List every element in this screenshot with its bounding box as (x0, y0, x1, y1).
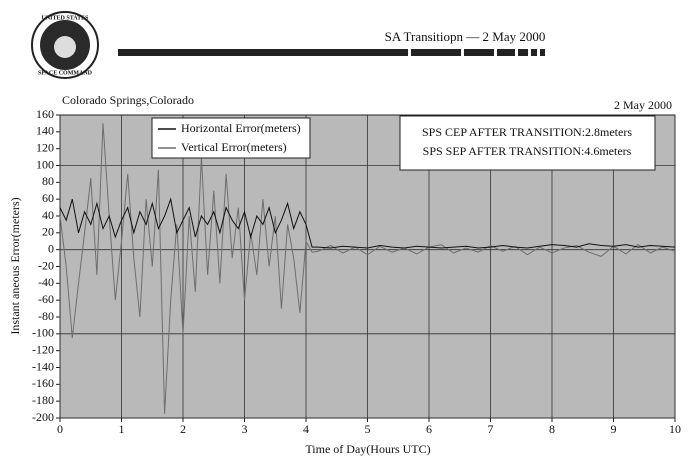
y-tick-label: -160 (32, 376, 54, 390)
y-tick-label: -40 (38, 275, 54, 289)
y-tick-label: 80 (42, 174, 54, 188)
x-tick-label: 9 (611, 422, 617, 436)
y-tick-label: 140 (36, 124, 54, 138)
y-tick-label: 20 (42, 225, 54, 239)
x-tick-label: 2 (180, 422, 186, 436)
y-tick-label: -120 (32, 342, 54, 356)
y-tick-label: -200 (32, 410, 54, 424)
x-tick-label: 5 (365, 422, 371, 436)
annotation: SPS CEP AFTER TRANSITION:2.8meters (422, 125, 632, 139)
x-tick-label: 1 (119, 422, 125, 436)
logo-text: SPACE COMMAND (38, 70, 93, 76)
x-tick-label: 4 (303, 422, 309, 436)
y-tick-label: -60 (38, 292, 54, 306)
legend-label: Horizontal Error(meters) (181, 121, 301, 135)
location: Colorado Springs,Colorado (62, 93, 194, 107)
y-tick-label: 100 (36, 157, 54, 171)
x-tick-label: 10 (669, 422, 681, 436)
x-tick-label: 7 (488, 422, 494, 436)
y-tick-label: -20 (38, 258, 54, 272)
series-line (59, 197, 676, 249)
header-bar (118, 49, 545, 56)
annotation-box (399, 115, 656, 171)
y-tick-label: -140 (32, 359, 54, 373)
x-tick-label: 0 (57, 422, 63, 436)
annotation: SPS SEP AFTER TRANSITION:4.6meters (423, 144, 632, 158)
y-tick-label: -180 (32, 393, 54, 407)
x-tick-label: 3 (242, 422, 248, 436)
logo-text: UNITED STATES (42, 15, 90, 21)
y-tick-label: 160 (36, 107, 54, 121)
y-tick-label: 60 (42, 191, 54, 205)
date: 2 May 2000 (614, 98, 672, 112)
y-tick-label: -80 (38, 309, 54, 323)
legend-box (151, 117, 311, 159)
legend-label: Vertical Error(meters) (181, 140, 287, 154)
x-axis-label: Time of Day(Hours UTC) (305, 442, 430, 456)
y-tick-label: -100 (32, 326, 54, 340)
y-tick-label: 120 (36, 140, 54, 154)
header-title: SA Transitiopn — 2 May 2000 (385, 29, 546, 44)
y-tick-label: 0 (48, 241, 54, 255)
x-tick-label: 8 (549, 422, 555, 436)
series-line (59, 123, 676, 414)
logo: UNITED STATES SPACE COMMAND (31, 11, 99, 79)
y-tick-label: 40 (42, 208, 54, 222)
x-tick-label: 6 (426, 422, 432, 436)
y-axis-label: Instant aneous Error(meters) (8, 197, 22, 334)
